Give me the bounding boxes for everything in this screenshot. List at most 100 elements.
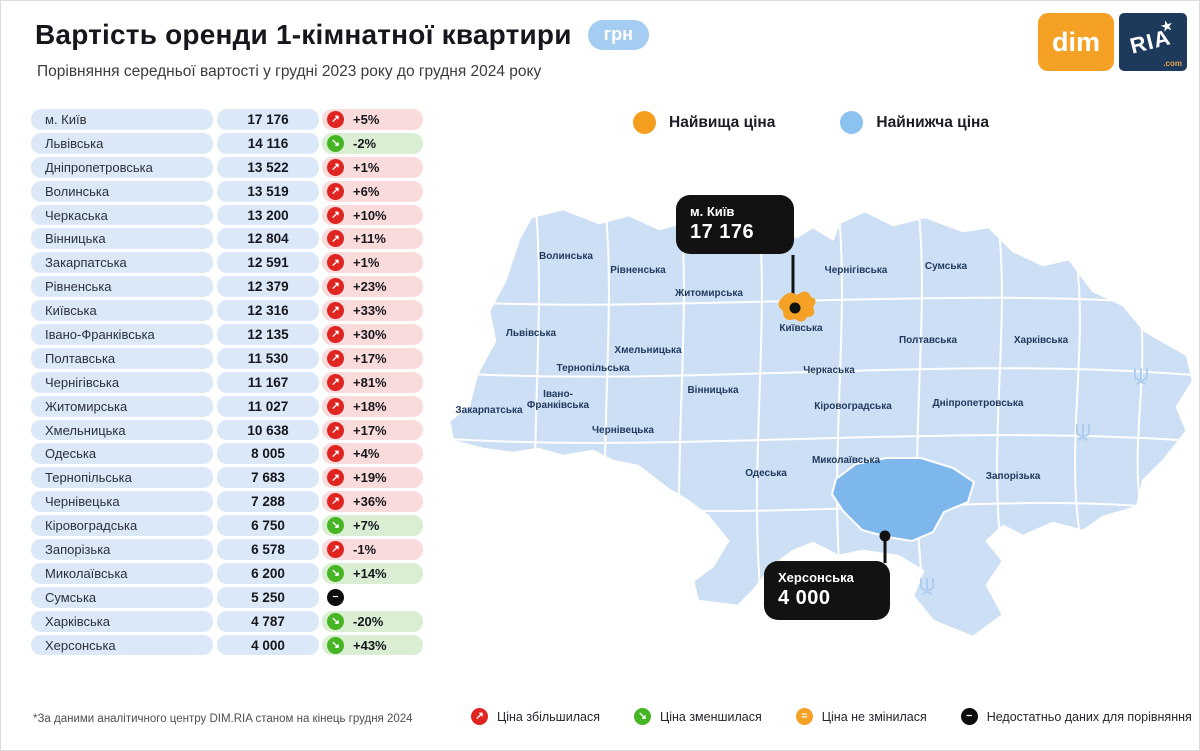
- change-cell: ↗ +23%: [322, 276, 423, 298]
- map-region-label: Полтавська: [899, 335, 957, 346]
- change-cell: ↘ -20%: [322, 610, 423, 632]
- change-cell: ↗ +11%: [322, 228, 423, 250]
- trend-icon: ↗: [327, 349, 344, 367]
- change-percent: +17%: [353, 422, 387, 438]
- footnote: *За даними аналітичного центру DIM.RIA с…: [33, 713, 413, 725]
- table-row: Одеська 8 005 ↗ +4%: [31, 443, 423, 465]
- change-percent: -1%: [353, 541, 377, 557]
- trend-icon: ↗: [327, 325, 344, 343]
- kyiv-dot-icon: [789, 302, 801, 314]
- price-value: 12 379: [217, 276, 319, 298]
- price-value: 6 200: [217, 562, 319, 584]
- legend-trend-icon: =: [795, 708, 813, 725]
- highest-price-dot-icon: [633, 111, 656, 134]
- change-percent: +18%: [353, 398, 387, 414]
- map-region-label: Кіровоградська: [814, 401, 892, 412]
- map-region-label: Житомирська: [674, 288, 743, 299]
- change-percent: +1%: [353, 159, 380, 175]
- trend-icon: ↘: [327, 636, 344, 654]
- change-percent: +7%: [353, 518, 380, 534]
- trend-icon: ↗: [327, 421, 344, 439]
- lowest-price-label: Найнижча ціна: [876, 113, 990, 131]
- region-name: м. Київ: [31, 109, 213, 130]
- table-row: Рівненська 12 379 ↗ +23%: [31, 276, 423, 298]
- table-row: Дніпропетровська 13 522 ↗ +1%: [31, 156, 423, 178]
- ria-logo: ★ RIA .com: [1119, 13, 1187, 71]
- table-row: Чернівецька 7 288 ↗ +36%: [31, 491, 423, 513]
- map-region-label: Запорізька: [986, 471, 1041, 482]
- map-region-label: Чернівецька: [592, 425, 654, 436]
- region-name: Закарпатська: [31, 252, 213, 274]
- legend-trend-icon: ↗: [471, 708, 488, 725]
- price-value: 12 316: [217, 300, 319, 322]
- table-row: м. Київ 17 176 ↗ +5%: [31, 109, 423, 130]
- change-percent: +30%: [353, 326, 387, 342]
- table-row: Чернігівська 11 167 ↗ +81%: [31, 371, 423, 393]
- price-value: 17 176: [217, 109, 319, 130]
- table-row: Черкаська 13 200 ↗ +10%: [31, 204, 423, 226]
- price-value: 12 135: [217, 324, 319, 345]
- trend-icon: ↗: [327, 373, 344, 391]
- map-region-label: Дніпропетровська: [933, 398, 1024, 409]
- kherson-callout: Херсонська 4 000: [764, 561, 890, 620]
- price-value: 11 027: [217, 395, 319, 417]
- ukraine-map-svg: Волинська Рівненська Житомирська Чернігівсь…: [447, 207, 1195, 639]
- change-cell: ↗ +19%: [322, 467, 423, 489]
- region-name: Кіровоградська: [31, 515, 213, 537]
- trend-icon: ↗: [327, 182, 344, 200]
- table-row: Миколаївська 6 200 ↘ +14%: [31, 562, 423, 584]
- region-name: Одеська: [31, 443, 213, 465]
- price-value: 7 683: [217, 467, 319, 489]
- map-region-label: Миколаївська: [812, 455, 881, 466]
- price-table: м. Київ 17 176 ↗ +5% Львівська 14 116 ↘ …: [31, 109, 423, 656]
- map-region-labels: Волинська Рівненська Житомирська Чернігівсь…: [455, 251, 1068, 482]
- trend-icon: ↗: [327, 397, 344, 415]
- price-value: 13 519: [217, 180, 319, 202]
- trend-icon: ↘: [327, 564, 344, 582]
- change-percent: +4%: [353, 446, 380, 462]
- change-percent: +33%: [353, 303, 387, 319]
- region-name: Житомирська: [31, 395, 213, 417]
- kyiv-callout: м. Київ 17 176: [676, 195, 794, 254]
- map-region-label: Тернопільська: [556, 363, 629, 374]
- region-name: Чернівецька: [31, 491, 213, 513]
- region-name: Тернопільська: [31, 467, 213, 489]
- region-name: Херсонська: [31, 634, 213, 656]
- change-percent: +19%: [353, 470, 387, 486]
- table-row: Київська 12 316 ↗ +33%: [31, 300, 423, 322]
- price-value: 12 591: [217, 252, 319, 274]
- change-cell: ↗ +1%: [322, 252, 423, 274]
- region-name: Запорізька: [31, 539, 213, 560]
- highest-price-label: Найвища ціна: [669, 113, 776, 131]
- table-row: Волинська 13 519 ↗ +6%: [31, 180, 423, 202]
- change-percent: +10%: [353, 207, 387, 223]
- region-name: Вінницька: [31, 228, 213, 250]
- legend-item: ↘ Ціна зменшилася: [633, 708, 762, 725]
- change-percent: +1%: [353, 255, 380, 271]
- change-cell: ↗ +17%: [322, 347, 423, 369]
- table-row: Сумська 5 250 −: [31, 586, 423, 608]
- map-legend: Найвища ціна Найнижча ціна: [633, 111, 989, 134]
- region-name: Сумська: [31, 586, 213, 608]
- trend-icon: ↘: [327, 134, 344, 152]
- trend-icon: ↗: [327, 302, 344, 320]
- map-region-label: Хмельницька: [614, 345, 682, 356]
- page-title: Вартість оренди 1-кімнатної квартири: [35, 19, 572, 50]
- change-cell: ↗ +33%: [322, 300, 423, 322]
- trend-legend: ↗ Ціна збільшилася ↘ Ціна зменшилася = Ц…: [471, 708, 1192, 725]
- table-row: Кіровоградська 6 750 ↘ +7%: [31, 515, 423, 537]
- region-name: Полтавська: [31, 347, 213, 369]
- price-value: 13 200: [217, 204, 319, 226]
- region-name: Черкаська: [31, 204, 213, 226]
- change-percent: -20%: [353, 613, 384, 629]
- trend-icon: ↗: [327, 469, 344, 487]
- table-row: Харківська 4 787 ↘ -20%: [31, 610, 423, 632]
- table-row: Полтавська 11 530 ↗ +17%: [31, 347, 423, 369]
- brand-logo: dim ★ RIA .com: [1038, 13, 1187, 71]
- map-region-label: Рівненська: [610, 265, 666, 276]
- table-row: Херсонська 4 000 ↘ +43%: [31, 634, 423, 656]
- region-name: Львівська: [31, 132, 213, 154]
- table-row: Вінницька 12 804 ↗ +11%: [31, 228, 423, 250]
- table-row: Тернопільська 7 683 ↗ +19%: [31, 467, 423, 489]
- price-value: 8 005: [217, 443, 319, 465]
